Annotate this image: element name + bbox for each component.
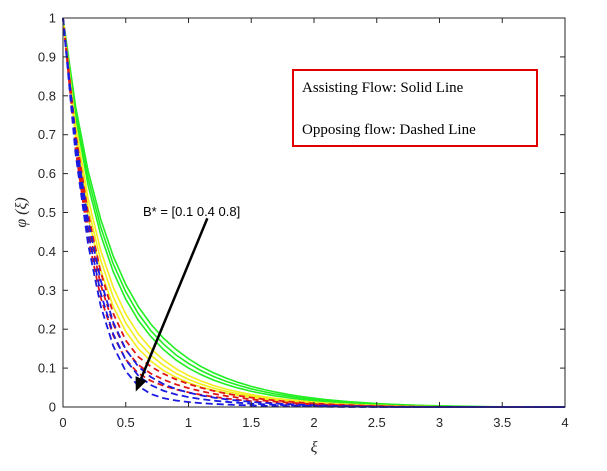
x-axis-label: ξ: [311, 439, 318, 456]
y-tick-label: 0: [49, 400, 56, 415]
y-tick-label: 0.2: [38, 322, 56, 337]
legend-line-opposing: Opposing flow: Dashed Line: [302, 122, 476, 138]
y-tick-label: 0.5: [38, 205, 56, 220]
legend-line-assisting: Assisting Flow: Solid Line: [302, 80, 464, 96]
annotation-label: B* = [0.1 0.4 0.8]: [143, 204, 240, 219]
x-tick-label: 1: [185, 415, 192, 430]
y-tick-label: 0.9: [38, 49, 56, 64]
y-axis-label: φ (ξ): [13, 197, 30, 227]
legend-border: [292, 69, 538, 147]
x-tick-label: 3: [436, 415, 443, 430]
x-tick-label: 4: [561, 415, 568, 430]
y-tick-label: 0.4: [38, 244, 56, 259]
x-tick-label: 2.5: [368, 415, 386, 430]
y-tick-label: 0.6: [38, 166, 56, 181]
y-tick-label: 0.3: [38, 283, 56, 298]
ticks: 0 0.5 1 1.5 2 2.5 3 3.5 4 0 0.1 0.2 0.3 0.4 0.5 0.6 0.7 0…: [38, 11, 569, 431]
y-tick-label: 0.7: [38, 127, 56, 142]
y-tick-label: 1: [49, 11, 56, 26]
annotation-arrow-line: [139, 217, 209, 379]
x-tick-label: 3.5: [493, 415, 511, 430]
x-tick-label: 2: [310, 415, 317, 430]
x-tick-label: 0: [59, 415, 66, 430]
annotation-arrow-head: [135, 376, 147, 392]
x-tick-label: 0.5: [117, 415, 135, 430]
x-tick-label: 1.5: [242, 415, 260, 430]
legend-box: Assisting Flow: Solid Line Opposing flow…: [292, 69, 538, 147]
annotation: B* = [0.1 0.4 0.8]: [135, 204, 240, 392]
y-tick-label: 0.8: [38, 88, 56, 103]
y-tick-label: 0.1: [38, 361, 56, 376]
